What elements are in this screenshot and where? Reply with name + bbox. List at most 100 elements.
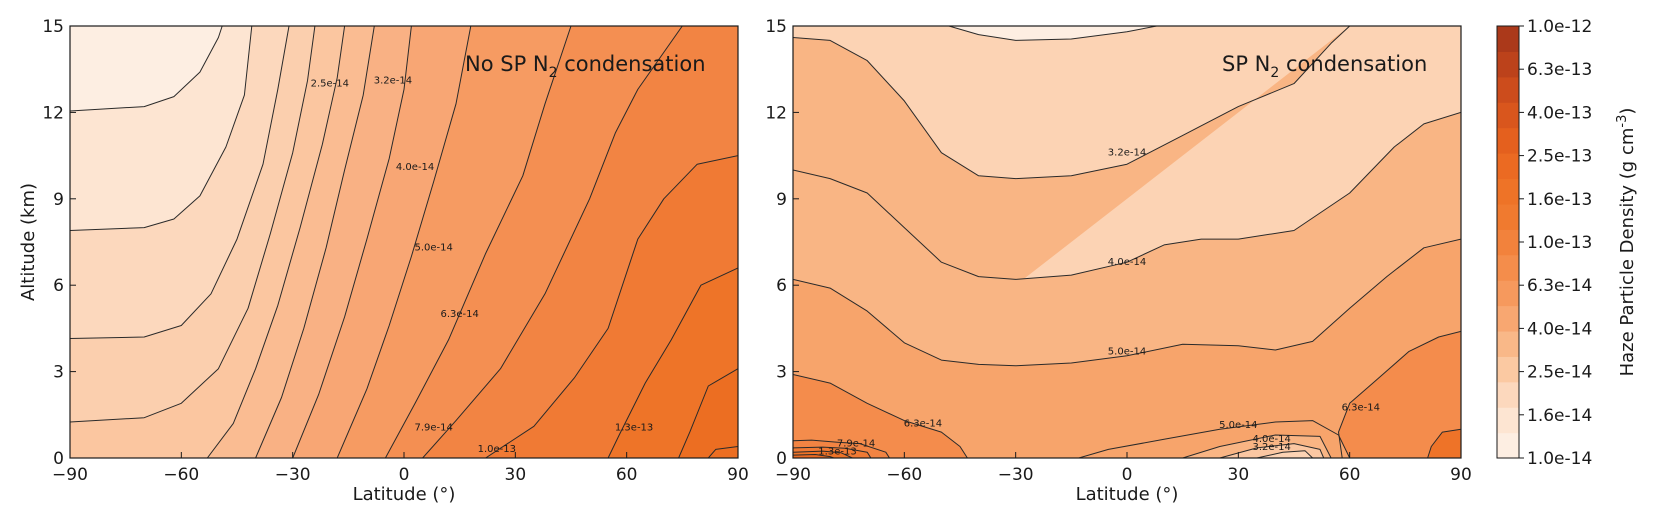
- colorbar-tick-label: 1.0e-14: [1527, 449, 1592, 469]
- right-contour-line-4.0e-14: [793, 111, 1461, 280]
- colorbar-label: Haze Particle Density (g cm-3): [1615, 108, 1638, 377]
- right-contour-line-6.3e-14: [1338, 330, 1461, 458]
- right-contour-line-3.2e-14: [1256, 450, 1313, 458]
- right-contour-line-1.6e-13: [793, 454, 834, 458]
- left-x-tick-label: 30: [505, 465, 527, 485]
- right-contour-line-3.2e-14: [793, 26, 1351, 180]
- left-contour-label: 6.3e-14: [441, 309, 479, 320]
- left-contour-lines: [70, 26, 738, 458]
- right-contour-label: 5.0e-14: [1219, 420, 1257, 431]
- left-x-axis-label: Latitude (°): [353, 484, 456, 505]
- left-x-tick-label: −90: [52, 465, 88, 485]
- right-contour-line-1.3e-13: [1427, 428, 1461, 458]
- right-y-tick-label: 9: [776, 190, 787, 210]
- right-fill-band-3.2e-14: [1256, 450, 1313, 458]
- colorbar-swatch: [1497, 153, 1519, 180]
- right-contour-label: 5.0e-14: [1108, 346, 1146, 357]
- right-x-tick-label: 90: [1450, 465, 1472, 485]
- right-contour-label: 6.3e-14: [1342, 403, 1380, 414]
- colorbar-swatch: [1497, 356, 1519, 383]
- right-contour-label: 7.9e-14: [837, 439, 875, 450]
- left-y-tick-label: 6: [53, 276, 64, 296]
- colorbar-swatch: [1497, 407, 1519, 434]
- colorbar-tick-label: 2.5e-13: [1527, 147, 1592, 167]
- right-y-tick-label: 3: [776, 363, 787, 383]
- right-fill-band-1.3e-13: [1427, 429, 1461, 458]
- right-contour-line-7.9e-14: [793, 439, 890, 458]
- left-y-ticks: 0 3 6 9 12 15: [42, 17, 76, 469]
- right-contour-lines: [793, 26, 1461, 458]
- right-y-tick-label: 6: [776, 276, 787, 296]
- left-contour-label: 2.5e-14: [311, 79, 349, 90]
- left-contour-label: 1.0e-13: [478, 444, 516, 455]
- right-contour-line-1.0e-13: [793, 446, 872, 458]
- right-panel-title: SP N2 condensation: [1222, 52, 1427, 81]
- colorbar-swatches: [1497, 26, 1519, 459]
- left-contour-line-7.9e-14: [485, 155, 738, 458]
- left-contour-line-1.6e-14: [70, 26, 223, 112]
- left-filled-contours: [70, 26, 738, 458]
- right-x-tick-label: −60: [886, 465, 922, 485]
- colorbar-swatch: [1497, 280, 1519, 307]
- colorbar-tick-label: 1.0e-12: [1527, 17, 1592, 37]
- left-contour-label: 5.0e-14: [415, 243, 453, 254]
- right-contour-line-6.3e-14: [793, 374, 968, 458]
- right-fill-band-6.3e-14: [1338, 331, 1461, 458]
- left-x-tick-label: −60: [163, 465, 199, 485]
- right-contour-label: 6.3e-14: [904, 418, 942, 429]
- left-contour-line-2.8e-14: [70, 26, 316, 423]
- left-fill-band-1.3e-13: [678, 368, 738, 458]
- left-y-tick-label: 9: [53, 190, 64, 210]
- right-contour-line-6.3e-14: [1078, 420, 1351, 458]
- left-y-tick-label: 0: [53, 449, 64, 469]
- right-contour-label: 4.0e-14: [1253, 434, 1291, 445]
- right-y-tick-label: 15: [765, 17, 787, 37]
- left-panel-no-sp-n2-condensation: 2.5e-14 3.2e-14 4.0e-14 5.0e-14 6.3e-14 7.9e-…: [18, 17, 749, 505]
- right-contour-line-5.0e-14: [793, 238, 1461, 367]
- right-contour-line-4.0e-14: [1219, 443, 1325, 458]
- colorbar-swatch: [1497, 305, 1519, 332]
- colorbar-swatch: [1497, 330, 1519, 357]
- left-x-tick-label: 90: [727, 465, 749, 485]
- left-x-ticks: −90 −60 −30 0 30 60 90: [52, 452, 749, 485]
- colorbar-swatch: [1497, 229, 1519, 256]
- left-contour-line-4.0e-14: [336, 26, 472, 458]
- colorbar-tick-label: 2.5e-14: [1527, 363, 1592, 383]
- right-contour-label: 3.2e-14: [1253, 442, 1291, 453]
- right-x-axis-label: Latitude (°): [1076, 484, 1179, 505]
- colorbar-tick-label: 6.3e-13: [1527, 60, 1592, 80]
- colorbar-tick-label: 1.6e-13: [1527, 190, 1592, 210]
- colorbar-swatch: [1497, 254, 1519, 281]
- colorbar-tick-label: 4.0e-13: [1527, 103, 1592, 123]
- right-contour-line-1.3e-13: [793, 450, 853, 458]
- left-contour-label: 1.3e-13: [615, 423, 653, 434]
- right-fill-band-5.0e-14: [793, 239, 1461, 458]
- right-contour-label: 4.0e-14: [1108, 257, 1146, 268]
- left-y-tick-label: 3: [53, 363, 64, 383]
- left-contour-label: 4.0e-14: [396, 162, 434, 173]
- left-x-tick-label: 60: [616, 465, 638, 485]
- right-contour-label: 3.2e-14: [1108, 148, 1146, 159]
- left-contour-line-1.0e-13: [607, 267, 738, 458]
- colorbar-swatch: [1497, 51, 1519, 78]
- left-contour-line-2.0e-14: [70, 26, 253, 231]
- colorbar-swatch: [1497, 432, 1519, 459]
- right-contour-labels: 3.2e-144.0e-145.0e-146.3e-147.9e-141.3e-…: [818, 148, 1380, 458]
- colorbar-tick-label: 4.0e-14: [1527, 319, 1592, 339]
- right-x-tick-label: −90: [775, 465, 811, 485]
- right-y-ticks: 0 3 6 9 12 15: [765, 17, 799, 469]
- colorbar-swatch: [1497, 76, 1519, 103]
- colorbar-tick-label: 1.6e-14: [1527, 406, 1592, 426]
- right-contour-line-5.0e-14: [1182, 434, 1332, 458]
- colorbar-ticks: 1.0e-14 1.6e-14 2.5e-14 4.0e-14 6.3e-14 1.0e-…: [1519, 17, 1592, 469]
- left-y-tick-label: 12: [42, 103, 64, 123]
- colorbar-swatch: [1497, 178, 1519, 205]
- colorbar-swatch: [1497, 203, 1519, 230]
- colorbar-tick-label: 1.0e-13: [1527, 233, 1592, 253]
- right-contour-line-2.8e-14: [948, 26, 1157, 41]
- colorbar: 1.0e-14 1.6e-14 2.5e-14 4.0e-14 6.3e-14 1.0e-…: [1496, 17, 1638, 469]
- right-contour-label: 1.3e-13: [818, 447, 856, 458]
- left-x-tick-label: 0: [399, 465, 410, 485]
- colorbar-swatch: [1497, 381, 1519, 408]
